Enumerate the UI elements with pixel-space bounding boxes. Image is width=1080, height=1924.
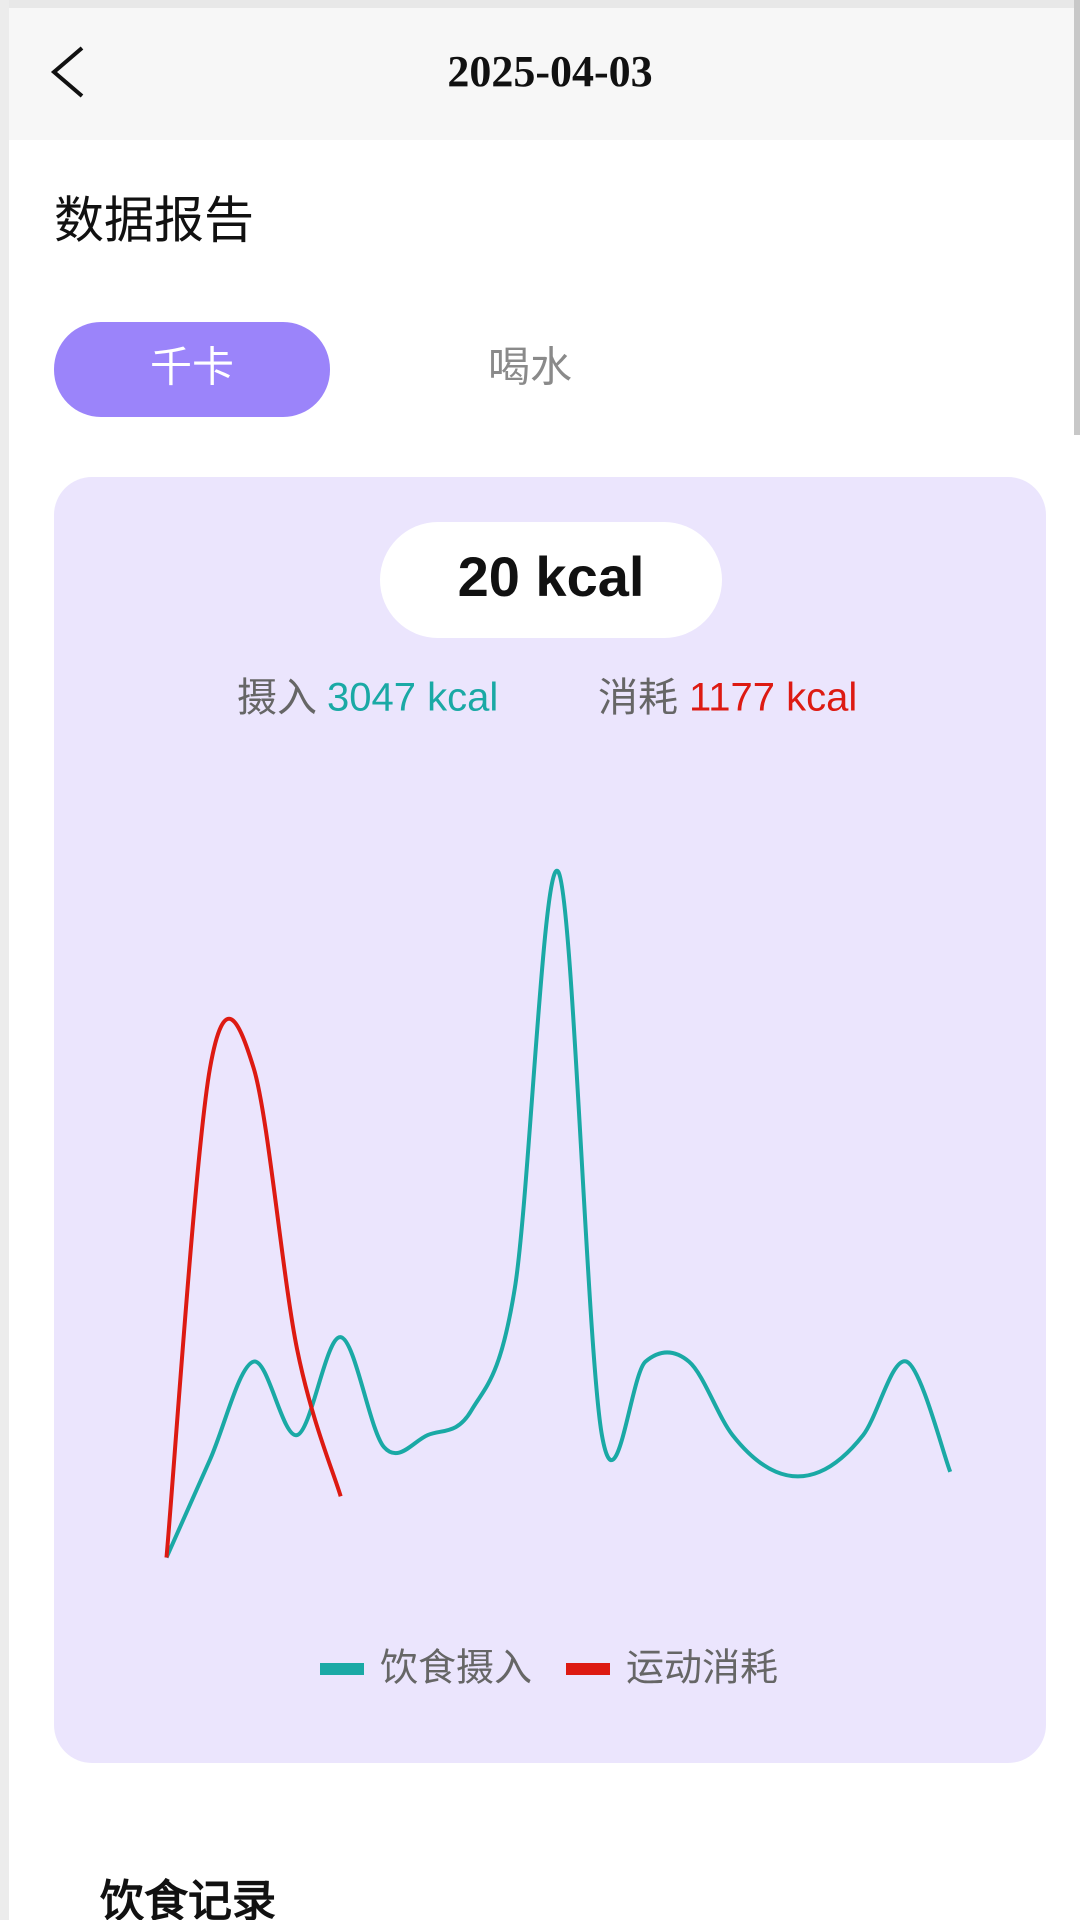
header-title: 2025-04-03: [447, 47, 652, 96]
scrollbar: [1074, 0, 1080, 435]
legend: 饮食摄入 运动消耗: [320, 1646, 778, 1690]
data-line: [164, 1016, 343, 1558]
tab-label[interactable]: 千卡: [150, 343, 234, 392]
back-button[interactable]: [50, 46, 84, 98]
legend-label: 饮食摄入: [380, 1646, 532, 1690]
tab-label[interactable]: 喝水: [488, 343, 572, 392]
data-line: [164, 868, 953, 1559]
plot: [164, 868, 953, 1559]
chart-card: [54, 477, 1046, 1763]
legend-label: 运动消耗: [626, 1646, 778, 1690]
footer-title: 饮食记录: [100, 1876, 276, 1920]
burn-value: 1177 kcal: [689, 676, 857, 720]
header-bar: [0, 0, 1080, 140]
legend-swatch: [566, 1663, 610, 1675]
burn-label: 消耗: [598, 675, 678, 721]
legend-swatch: [320, 1663, 364, 1675]
total-pill: [380, 522, 722, 638]
intake-label: 摄入: [237, 675, 317, 721]
left-edge: [0, 0, 9, 1920]
section-title: 数据报告: [54, 192, 254, 250]
tab-active[interactable]: [54, 322, 330, 417]
status-strip: [0, 0, 1080, 8]
total-value: 20 kcal: [458, 545, 645, 608]
intake-value: 3047 kcal: [327, 676, 498, 720]
